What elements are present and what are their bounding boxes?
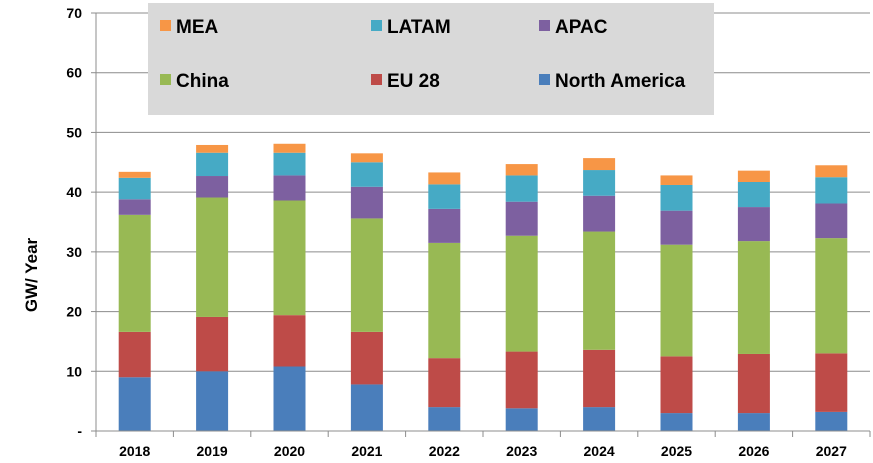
bar-segment-china-2019: [196, 197, 229, 317]
bar-segment-eu-28-2023: [505, 351, 538, 409]
bar-segment-china-2022: [428, 242, 461, 359]
bar-segment-north-america-2024: [583, 407, 616, 431]
bar-segment-latam-2023: [505, 175, 538, 202]
bar-segment-latam-2026: [737, 181, 770, 208]
bar-segment-north-america-2018: [118, 377, 151, 431]
y-tick-label: 60: [66, 65, 82, 81]
bar-segment-apac-2020: [273, 175, 306, 201]
bar-segment-eu-28-2019: [196, 316, 229, 372]
bar-segment-eu-28-2018: [118, 331, 151, 378]
bar-segment-mea-2021: [350, 153, 383, 163]
bar-segment-mea-2022: [428, 172, 461, 185]
bar-segment-china-2025: [660, 244, 693, 357]
bar-segment-latam-2024: [583, 170, 616, 196]
bar-segment-latam-2027: [815, 177, 848, 204]
bar-segment-latam-2020: [273, 152, 306, 176]
bar-segment-latam-2021: [350, 162, 383, 187]
bar-segment-eu-28-2027: [815, 353, 848, 412]
bars: [118, 143, 848, 431]
bar-segment-mea-2024: [583, 158, 616, 171]
legend-label-china: China: [176, 71, 229, 92]
bar-segment-china-2023: [505, 235, 538, 352]
x-tick-labels: 2018 2019 2020 2021 2022 2023 2024 2025 2026 2027: [119, 443, 847, 459]
x-tick-label: 2019: [197, 443, 228, 459]
bar-segment-china-2024: [583, 231, 616, 350]
legend-label-north-america: North America: [555, 71, 686, 92]
y-tick-labels: - 10 20 30 40 50 60 70: [66, 5, 82, 439]
bar-segment-eu-28-2022: [428, 358, 461, 408]
bar-segment-apac-2021: [350, 186, 383, 219]
bar-segment-north-america-2027: [815, 411, 848, 431]
y-tick-label: -: [77, 423, 82, 439]
bar-segment-apac-2018: [118, 199, 151, 215]
bar-segment-apac-2024: [583, 195, 616, 232]
y-tick-label: 20: [66, 304, 82, 320]
axes: [91, 12, 871, 437]
y-tick-label: 10: [66, 363, 82, 379]
x-tick-label: 2025: [661, 443, 692, 459]
bar-segment-mea-2018: [118, 171, 151, 178]
bar-segment-eu-28-2020: [273, 315, 306, 367]
bar-segment-latam-2019: [196, 152, 229, 177]
bar-segment-mea-2019: [196, 144, 229, 153]
x-tick-label: 2021: [351, 443, 382, 459]
bar-segment-north-america-2019: [196, 371, 229, 431]
y-axis-label: GW/ Year: [22, 237, 41, 312]
bar-segment-china-2018: [118, 214, 151, 332]
x-tick-label: 2022: [429, 443, 460, 459]
bar-segment-north-america-2020: [273, 366, 306, 431]
legend-label-apac: APAC: [555, 17, 608, 38]
bar-segment-apac-2026: [737, 207, 770, 242]
legend-swatch-apac: [539, 20, 550, 31]
bar-segment-mea-2026: [737, 170, 770, 182]
legend: MEA LATAM APAC China EU 28 North America: [148, 3, 714, 115]
legend-label-latam: LATAM: [387, 17, 451, 38]
y-tick-label: 50: [66, 124, 82, 140]
bar-segment-north-america-2026: [737, 413, 770, 431]
bar-segment-eu-28-2021: [350, 331, 383, 385]
bar-segment-latam-2022: [428, 184, 461, 209]
bar-segment-north-america-2023: [505, 408, 538, 431]
y-tick-label: 70: [66, 5, 82, 21]
y-tick-label: 30: [66, 244, 82, 260]
bar-segment-apac-2027: [815, 203, 848, 239]
legend-label-eu-28: EU 28: [387, 71, 440, 92]
bar-segment-north-america-2022: [428, 407, 461, 431]
x-tick-label: 2026: [738, 443, 769, 459]
bar-segment-north-america-2021: [350, 384, 383, 431]
x-tick-label: 2023: [506, 443, 537, 459]
bar-segment-china-2026: [737, 241, 770, 354]
bar-segment-apac-2025: [660, 210, 693, 245]
legend-swatch-mea: [160, 20, 171, 31]
bar-segment-latam-2025: [660, 184, 693, 211]
y-tick-label: 40: [66, 184, 82, 200]
bar-segment-china-2027: [815, 238, 848, 354]
bar-segment-eu-28-2024: [583, 349, 616, 408]
bar-segment-eu-28-2025: [660, 356, 693, 414]
bar-segment-mea-2027: [815, 165, 848, 178]
bar-segment-mea-2023: [505, 164, 538, 176]
bar-segment-mea-2020: [273, 143, 306, 153]
bar-segment-apac-2019: [196, 176, 229, 198]
legend-swatch-china: [160, 74, 171, 85]
bar-segment-apac-2022: [428, 208, 461, 243]
bar-segment-eu-28-2026: [737, 353, 770, 414]
legend-label-mea: MEA: [176, 17, 219, 38]
bar-segment-latam-2018: [118, 177, 151, 200]
bar-segment-north-america-2025: [660, 413, 693, 431]
bar-segment-mea-2025: [660, 175, 693, 185]
bar-segment-china-2021: [350, 218, 383, 332]
legend-swatch-latam: [371, 20, 382, 31]
legend-swatch-eu-28: [371, 74, 382, 85]
bar-segment-china-2020: [273, 200, 306, 316]
x-tick-label: 2024: [584, 443, 615, 459]
x-tick-label: 2027: [816, 443, 847, 459]
x-tick-label: 2018: [119, 443, 150, 459]
x-tick-label: 2020: [274, 443, 305, 459]
bar-segment-apac-2023: [505, 201, 538, 236]
legend-swatch-north-america: [539, 74, 550, 85]
legend-box: [148, 3, 714, 115]
